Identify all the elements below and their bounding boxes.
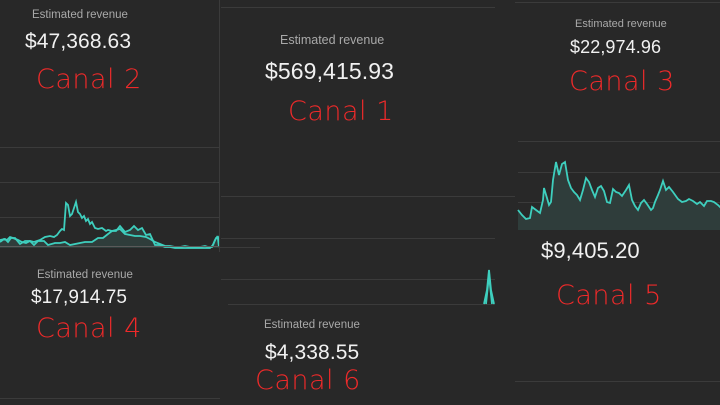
grid-line <box>0 398 220 399</box>
revenue-value: $4,338.55 <box>265 341 360 364</box>
grid-line <box>515 2 720 3</box>
panel-canal-4: Estimated revenue $17,914.75 Canal 4 <box>0 252 220 405</box>
revenue-value: $47,368.63 <box>25 30 132 53</box>
channel-label: Canal 3 <box>569 66 675 97</box>
revenue-value: $569,415.93 <box>265 58 395 84</box>
grid-line <box>221 238 495 239</box>
grid-line <box>221 196 495 197</box>
grid-line <box>0 217 220 218</box>
chart-baseline <box>228 304 495 305</box>
panel-canal-2: Estimated revenue $47,368.63 Canal 2 <box>0 0 220 252</box>
panel-canal-6: Estimated revenue $4,338.55 Canal 6 <box>221 310 495 405</box>
channel-label: Canal 5 <box>556 280 662 311</box>
revenue-value: $9,405.20 <box>541 238 640 263</box>
metric-label: Estimated revenue <box>575 18 667 30</box>
grid-line <box>518 141 720 142</box>
channel-label: Canal 6 <box>255 365 361 396</box>
revenue-value: $17,914.75 <box>31 287 128 308</box>
grid-line <box>0 182 220 183</box>
channel-label: Canal 2 <box>36 64 142 95</box>
grid-line <box>220 247 260 248</box>
panel-canal-3: Estimated revenue $22,974.96 Canal 3 <box>515 0 720 232</box>
grid-line <box>495 196 515 197</box>
grid-line <box>221 279 495 280</box>
sparkline-chart <box>517 160 720 230</box>
metric-label: Estimated revenue <box>280 33 385 47</box>
grid-line <box>515 381 720 382</box>
grid-line <box>518 172 720 173</box>
panel-canal-5: $9,405.20 Canal 5 <box>515 232 720 405</box>
grid-line <box>221 7 495 8</box>
panel-canal-1: Estimated revenue $569,415.93 Canal 1 <box>221 0 495 310</box>
grid-line <box>0 147 220 148</box>
channel-label: Canal 1 <box>288 96 394 127</box>
revenue-value: $22,974.96 <box>570 37 662 57</box>
metric-label: Estimated revenue <box>264 319 360 331</box>
metric-label: Estimated revenue <box>32 9 128 21</box>
sparkline-chart <box>0 198 220 249</box>
channel-label: Canal 4 <box>36 313 142 344</box>
panel-divider <box>219 0 220 252</box>
sparkline-chart <box>483 269 495 305</box>
metric-label: Estimated revenue <box>37 269 133 281</box>
chart-baseline <box>0 246 220 247</box>
